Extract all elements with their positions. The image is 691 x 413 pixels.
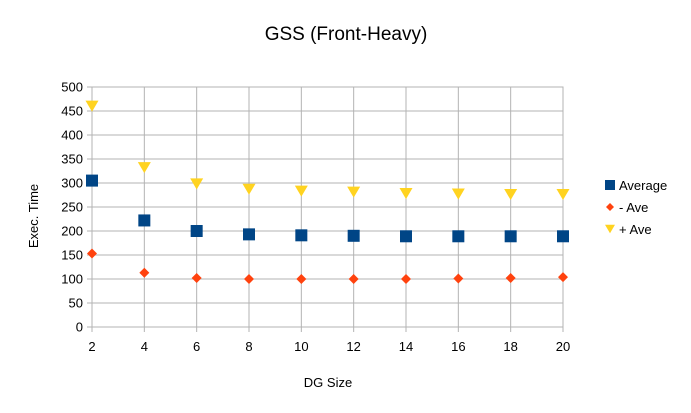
data-point <box>556 188 570 201</box>
x-axis-ticks: 2 4 6 8 10 12 14 16 18 20 <box>88 327 570 354</box>
data-point <box>138 214 151 227</box>
legend-label: - Ave <box>619 200 648 215</box>
data-point <box>399 188 413 200</box>
data-point <box>294 185 308 197</box>
legend-marker <box>606 203 614 211</box>
legend-label: + Ave <box>619 222 652 237</box>
data-point <box>296 274 307 284</box>
data-point <box>505 273 516 284</box>
y-tick-label: 0 <box>76 320 83 335</box>
data-point <box>451 188 465 200</box>
series-1 <box>86 174 569 243</box>
data-points <box>85 100 570 284</box>
data-point <box>348 274 359 284</box>
legend-item: Average <box>605 178 667 193</box>
data-point <box>453 273 464 284</box>
chart-title: GSS (Front-Heavy) <box>265 24 428 45</box>
x-tick-label: 2 <box>88 339 95 354</box>
data-point <box>557 230 569 243</box>
data-point <box>190 178 204 190</box>
data-point <box>401 274 411 284</box>
y-tick-label: 350 <box>61 152 83 167</box>
data-point <box>347 186 361 198</box>
data-point <box>347 229 360 242</box>
data-point <box>244 274 254 284</box>
data-point <box>137 162 151 174</box>
legend-marker <box>605 224 615 234</box>
data-point <box>504 230 517 243</box>
legend-label: Average <box>619 178 667 193</box>
y-tick-label: 50 <box>69 296 83 311</box>
y-axis-label: Exec. Time <box>26 184 41 248</box>
data-point <box>452 230 465 243</box>
data-point <box>295 229 308 242</box>
x-tick-label: 8 <box>245 339 252 354</box>
y-tick-label: 250 <box>61 200 83 215</box>
data-point <box>558 272 568 283</box>
data-point <box>85 100 99 112</box>
y-tick-label: 100 <box>61 272 83 287</box>
data-point <box>504 188 518 201</box>
x-tick-label: 16 <box>451 339 465 354</box>
x-axis-label: DG Size <box>304 375 352 390</box>
x-tick-label: 4 <box>141 339 148 354</box>
legend: Average - Ave + Ave <box>605 178 667 237</box>
y-tick-label: 150 <box>61 248 83 263</box>
data-point <box>243 228 255 241</box>
legend-item: - Ave <box>606 200 648 215</box>
data-point <box>190 225 203 237</box>
y-tick-label: 400 <box>61 128 83 143</box>
data-point <box>191 273 202 284</box>
y-tick-label: 300 <box>61 176 83 191</box>
x-tick-label: 10 <box>294 339 308 354</box>
legend-marker <box>605 180 615 190</box>
y-tick-label: 450 <box>61 104 83 119</box>
y-tick-label: 200 <box>61 224 83 239</box>
y-axis-ticks: 0 50 100 150 200 250 300 350 400 450 500 <box>61 80 92 335</box>
x-tick-label: 6 <box>193 339 200 354</box>
gridlines <box>91 86 564 328</box>
x-tick-label: 14 <box>399 339 413 354</box>
data-point <box>139 267 150 278</box>
legend-item: + Ave <box>605 222 652 237</box>
data-point <box>242 183 256 195</box>
data-point <box>87 248 97 259</box>
series-3 <box>85 100 570 201</box>
data-point <box>86 174 98 187</box>
x-tick-label: 12 <box>346 339 360 354</box>
y-tick-label: 500 <box>61 80 83 95</box>
x-tick-label: 20 <box>556 339 570 354</box>
data-point <box>400 230 412 243</box>
series-2 <box>87 248 568 284</box>
x-tick-label: 18 <box>503 339 517 354</box>
